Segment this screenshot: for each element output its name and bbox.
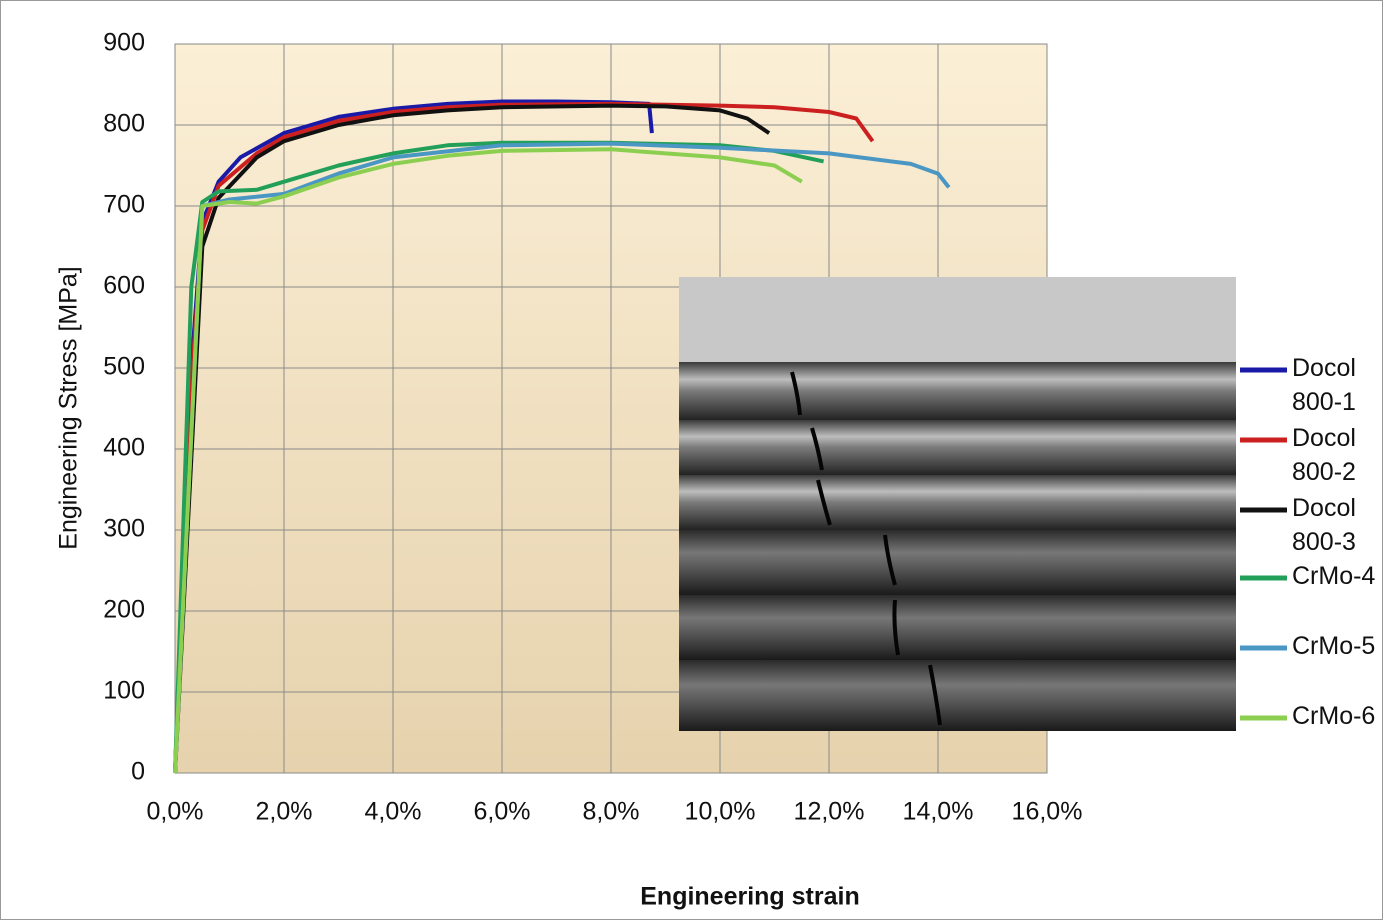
x-axis-title: Engineering strain [640, 883, 859, 911]
y-tick-label: 200 [103, 596, 145, 624]
y-tick-label: 300 [103, 515, 145, 543]
tube [679, 420, 1236, 475]
inset-photo [679, 277, 1236, 731]
y-tick-label: 900 [103, 29, 145, 57]
legend-label: CrMo-6 [1292, 699, 1382, 733]
y-tick-label: 0 [131, 758, 145, 786]
legend-label: CrMo-4 [1292, 559, 1382, 593]
x-tick-label: 2,0% [256, 798, 313, 826]
x-tick-label: 0,0% [147, 798, 204, 826]
y-tick-label: 100 [103, 677, 145, 705]
y-tick-label: 500 [103, 353, 145, 381]
tube [679, 530, 1236, 595]
page: Engineering strain Engineering Stress [M… [0, 0, 1383, 920]
tube [679, 362, 1236, 420]
x-tick-label: 14,0% [903, 798, 974, 826]
x-tick-label: 16,0% [1012, 798, 1083, 826]
x-tick-label: 6,0% [474, 798, 531, 826]
tube [679, 595, 1236, 660]
x-tick-label: 10,0% [685, 798, 756, 826]
legend-label: Docol 800-3 [1292, 491, 1382, 559]
y-tick-label: 600 [103, 272, 145, 300]
y-axis-title: Engineering Stress [MPa] [55, 266, 83, 549]
photo-wall [679, 277, 1236, 362]
x-tick-label: 8,0% [583, 798, 640, 826]
legend-label: CrMo-5 [1292, 629, 1382, 663]
y-tick-label: 400 [103, 434, 145, 462]
y-tick-label: 800 [103, 110, 145, 138]
tube [679, 660, 1236, 731]
x-tick-label: 4,0% [365, 798, 422, 826]
legend-label: Docol 800-1 [1292, 351, 1382, 419]
chart: Engineering strain Engineering Stress [M… [0, 0, 1383, 920]
x-tick-label: 12,0% [794, 798, 865, 826]
legend-label: Docol 800-2 [1292, 421, 1382, 489]
y-tick-label: 700 [103, 191, 145, 219]
tube [679, 475, 1236, 530]
